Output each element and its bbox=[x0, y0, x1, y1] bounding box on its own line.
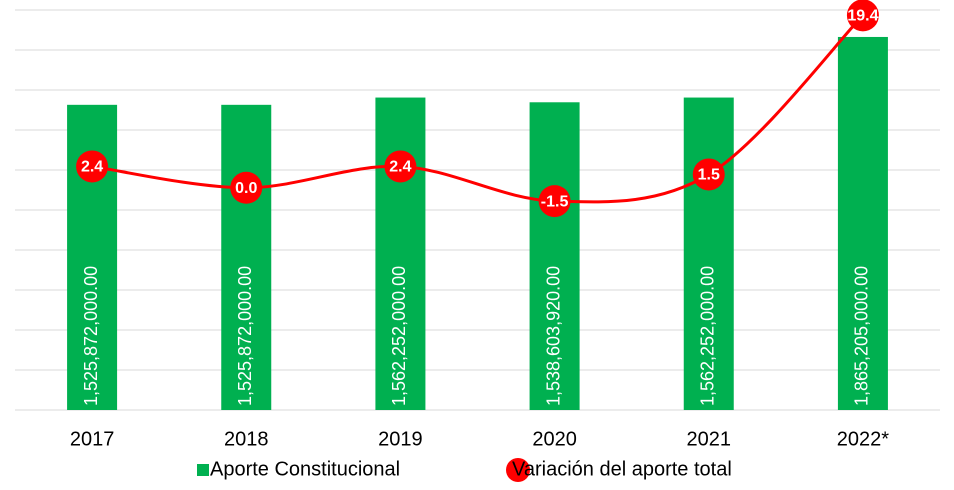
bar-value-label: 1,562,252,000.00 bbox=[389, 266, 409, 406]
line-marker bbox=[384, 150, 417, 183]
line-value-label: 2.4 bbox=[81, 159, 103, 176]
bar bbox=[837, 36, 888, 411]
bar-value-label: 1,525,872,000.00 bbox=[81, 266, 101, 406]
legend-label: Variación del aporte total bbox=[512, 458, 732, 480]
bar-value-label: 1,865,205,000.00 bbox=[852, 266, 872, 406]
bar-value-label: 1,525,872,000.00 bbox=[235, 266, 255, 406]
bar bbox=[683, 97, 734, 411]
line-value-label: 2.4 bbox=[389, 159, 411, 176]
bar-value-label: 1,562,252,000.00 bbox=[698, 266, 718, 406]
line-value-label: 1.5 bbox=[698, 167, 720, 184]
line-value-label: 19.4 bbox=[847, 8, 878, 25]
line-marker bbox=[76, 150, 109, 183]
line-marker bbox=[692, 158, 725, 191]
line-value-label: 0.0 bbox=[235, 180, 257, 197]
x-tick-label: 2018 bbox=[224, 428, 269, 450]
line-marker bbox=[538, 185, 571, 218]
legend-label: Aporte Constitucional bbox=[210, 458, 400, 480]
bar bbox=[221, 104, 272, 411]
line-marker bbox=[846, 0, 879, 32]
x-tick-label: 2022* bbox=[837, 428, 889, 450]
legend-swatch bbox=[197, 464, 209, 476]
line bbox=[91, 14, 864, 204]
x-tick-label: 2020 bbox=[532, 428, 577, 450]
bar bbox=[529, 102, 580, 411]
line-marker bbox=[230, 171, 263, 204]
line-value-label: -1.5 bbox=[541, 193, 569, 210]
bar-value-label: 1,538,603,920.00 bbox=[543, 266, 563, 406]
x-tick-label: 2019 bbox=[378, 428, 423, 450]
x-tick-label: 2021 bbox=[687, 428, 732, 450]
x-tick-label: 2017 bbox=[70, 428, 115, 450]
legend-swatch bbox=[506, 458, 530, 482]
bar bbox=[375, 97, 426, 411]
